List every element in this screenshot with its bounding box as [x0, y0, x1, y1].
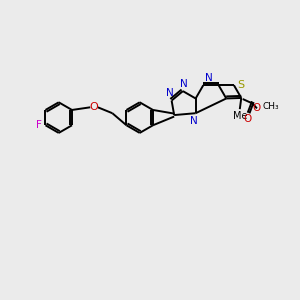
Text: S: S	[238, 80, 244, 90]
Text: Me: Me	[232, 111, 247, 121]
Text: N: N	[205, 74, 212, 83]
Text: N: N	[190, 116, 198, 125]
Text: N: N	[166, 88, 174, 98]
Text: O: O	[243, 114, 252, 124]
Text: F: F	[36, 120, 42, 130]
Text: CH₃: CH₃	[262, 102, 279, 111]
Text: N: N	[180, 79, 188, 89]
Text: O: O	[90, 102, 98, 112]
Text: O: O	[252, 103, 260, 113]
